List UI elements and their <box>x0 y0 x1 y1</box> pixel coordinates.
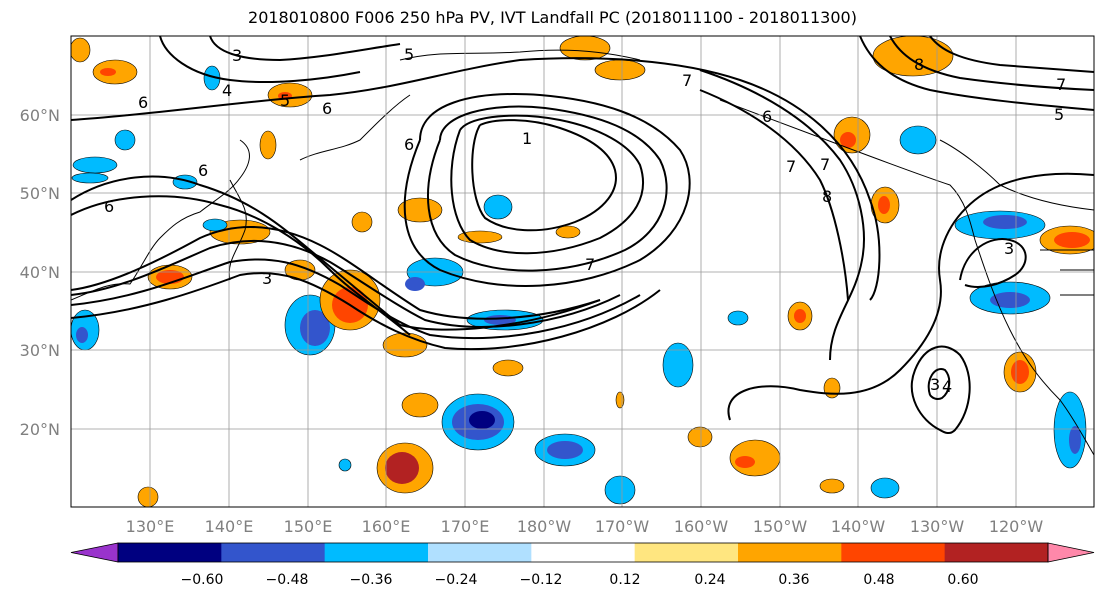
contour-label: 6 <box>762 107 772 126</box>
contour-label: 4 <box>222 81 232 100</box>
contour-label: 7 <box>682 71 692 90</box>
contour-label: 6 <box>138 93 148 112</box>
colorbar-segment <box>531 543 636 562</box>
lon-tick-label: 160°W <box>674 517 729 536</box>
lon-tick-label: 120°W <box>989 517 1044 536</box>
colorbar-label: −0.48 <box>266 572 309 588</box>
lat-tick-label: 40°N <box>20 263 60 282</box>
contour-label: 6 <box>322 99 332 118</box>
contour-label: 6 <box>198 161 208 180</box>
colorbar-label: 0.24 <box>694 572 725 588</box>
colorbar-label: 0.60 <box>947 572 978 588</box>
colorbar-segment <box>738 543 842 562</box>
contour-label: 7 <box>786 157 796 176</box>
contour-label: 4 <box>942 377 952 396</box>
colorbar-label: 0.48 <box>863 572 894 588</box>
lat-tick-label: 30°N <box>20 341 60 360</box>
lat-ticks: 60°N 50°N 40°N 30°N 20°N <box>20 106 60 439</box>
contour-label: 3 <box>930 375 940 394</box>
lon-tick-label: 170°W <box>595 517 650 536</box>
contour-label: 7 <box>585 255 595 274</box>
lon-tick-label: 140°E <box>205 517 254 536</box>
contour-label: 3 <box>1004 239 1014 258</box>
map-frame <box>70 35 1095 508</box>
colorbar-labels: −0.60 −0.48 −0.36 −0.24 −0.12 0.12 0.24 … <box>181 572 979 588</box>
lat-tick-label: 50°N <box>20 184 60 203</box>
colorbar-segment <box>944 543 1049 562</box>
lat-tick-label: 60°N <box>20 106 60 125</box>
colorbar-segment <box>324 543 429 562</box>
contour-label: 1 <box>522 129 532 148</box>
lon-tick-label: 140°W <box>831 517 886 536</box>
contour-label: 6 <box>104 197 114 216</box>
colorbar <box>70 542 1095 563</box>
lon-ticks: 130°E 140°E 150°E 160°E 170°E 180°W 170°… <box>126 517 1044 536</box>
colorbar-label: −0.60 <box>181 572 224 588</box>
contour-label: 5 <box>280 91 290 110</box>
contour-label: 7 <box>1056 75 1066 94</box>
colorbar-label: −0.36 <box>350 572 393 588</box>
contour-label-layer: 3 4 5 6 6 6 1 7 7 8 6 7 8 5 3 7 6 3 3 4 … <box>104 45 1066 396</box>
lon-tick-label: 130°W <box>910 517 965 536</box>
contour-label: 5 <box>1054 105 1064 124</box>
colorbar-extend-min <box>70 542 119 563</box>
graticule <box>71 36 1094 507</box>
contour-label: 3 <box>262 269 272 288</box>
contour-label: 5 <box>404 45 414 64</box>
colorbar-label: −0.24 <box>435 572 478 588</box>
lon-tick-label: 150°W <box>753 517 808 536</box>
lat-tick-label: 20°N <box>20 420 60 439</box>
lon-tick-label: 160°E <box>362 517 411 536</box>
lon-tick-label: 180°W <box>517 517 572 536</box>
colorbar-outline <box>117 542 1049 563</box>
contour-label: 7 <box>820 155 830 174</box>
lon-tick-label: 130°E <box>126 517 175 536</box>
colorbar-label: 0.12 <box>609 572 640 588</box>
colorbar-segment <box>634 543 739 562</box>
lon-tick-label: 170°E <box>441 517 490 536</box>
pv-contours <box>71 36 1094 434</box>
colorbar-segment <box>118 543 222 562</box>
colorbar-extend-max <box>1047 542 1095 563</box>
colorbar-segment <box>428 543 532 562</box>
chart-title: 2018010800 F006 250 hPa PV, IVT Landfall… <box>248 8 857 27</box>
contour-label: 6 <box>404 135 414 154</box>
colorbar-segment <box>221 543 326 562</box>
colorbar-segment <box>841 543 946 562</box>
contour-label: 3 <box>232 46 242 65</box>
lon-tick-label: 150°E <box>284 517 333 536</box>
colorbar-label: −0.12 <box>520 572 563 588</box>
colorbar-label: 0.36 <box>778 572 809 588</box>
map-area: 3 4 5 6 6 6 1 7 7 8 6 7 8 5 3 7 6 3 3 4 … <box>71 36 1094 507</box>
contour-label: 8 <box>914 55 924 74</box>
contour-label: 8 <box>822 187 832 206</box>
